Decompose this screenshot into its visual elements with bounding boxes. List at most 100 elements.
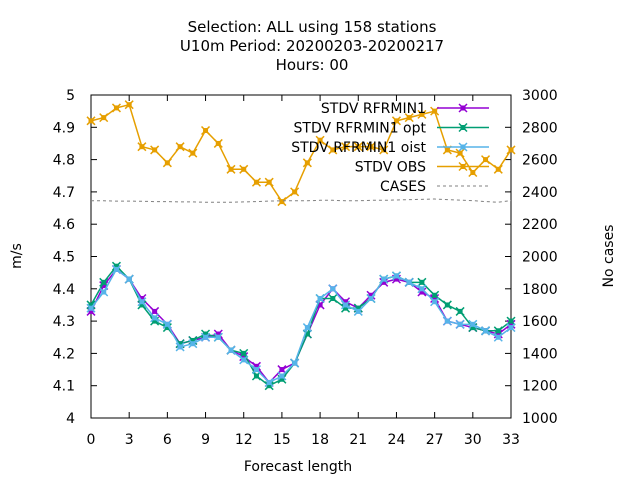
series-2-point — [493, 332, 503, 342]
series-2-point — [111, 264, 121, 274]
title-group: Selection: ALL using 158 stations U10m P… — [180, 18, 444, 74]
series-1-point — [86, 300, 96, 310]
y-tick-label: 4.6 — [53, 217, 75, 233]
legend-marker — [458, 161, 468, 172]
series-2-point — [353, 306, 363, 316]
series-3-point — [111, 103, 121, 113]
x-tick-label: 6 — [163, 432, 172, 448]
series-3-point — [506, 145, 516, 155]
x-tick-label: 21 — [349, 432, 367, 448]
series-3-point — [493, 164, 503, 174]
series-2-point — [391, 271, 401, 281]
series-3-point — [353, 142, 363, 152]
series-0-point — [341, 297, 351, 307]
series-2-point — [315, 293, 325, 304]
series-1-point — [251, 371, 261, 381]
series-2-point — [213, 332, 223, 342]
series-0-point — [86, 306, 96, 316]
y2-tick-label: 1400 — [522, 346, 558, 362]
series-0-point — [366, 290, 376, 300]
x-tick-label: 3 — [125, 432, 134, 448]
series-3-point — [175, 142, 185, 152]
series-1-point — [417, 277, 427, 287]
series-2-point — [379, 274, 389, 284]
series-3-point — [226, 164, 236, 174]
x-tick-label: 0 — [87, 432, 96, 448]
y2-tick-label: 1000 — [522, 411, 558, 427]
series-3-point — [264, 177, 274, 187]
legend-label: STDV OBS — [355, 160, 426, 176]
y-tick-label: 4.9 — [53, 120, 75, 136]
series-3-point — [277, 197, 287, 207]
series-0-point — [430, 293, 440, 304]
series-2-point — [481, 326, 491, 336]
x-tick-label: 24 — [388, 432, 406, 448]
series-2-point — [302, 323, 312, 333]
series-0-point — [417, 287, 427, 297]
series-2-point — [290, 358, 300, 368]
series-2-group — [86, 264, 516, 388]
series-1-point — [264, 381, 274, 391]
x-tick-label: 9 — [201, 432, 210, 448]
series-2-point — [201, 332, 211, 342]
series-2-point — [251, 365, 261, 375]
y2-tick-label: 1600 — [522, 314, 558, 330]
series-2-point — [341, 300, 351, 310]
series-1-point — [455, 306, 465, 316]
y-tick-label: 5 — [66, 88, 75, 104]
x-tick-label: 27 — [426, 432, 444, 448]
series-3-point — [315, 135, 325, 145]
series-2-point — [150, 313, 160, 323]
y-tick-label: 4.2 — [53, 346, 75, 362]
legend-marker — [458, 142, 468, 152]
y-tick-label: 4.3 — [53, 314, 75, 330]
x-axis-label: Forecast length — [244, 459, 352, 475]
series-3-point — [213, 138, 223, 148]
series-1-point — [430, 290, 440, 300]
series-2-point — [328, 284, 338, 294]
y2-axis-label: No cases — [601, 225, 617, 288]
series-2-point — [162, 319, 172, 329]
series-2-point — [99, 287, 109, 297]
legend-label: STDV RFRMIN1 opt — [294, 121, 427, 137]
series-3-point — [404, 113, 414, 123]
series-0-point — [379, 277, 389, 287]
series-2-point — [175, 342, 185, 352]
y2-tick-label: 2600 — [522, 153, 558, 169]
series-2-point — [137, 297, 147, 307]
legend: STDV RFRMIN1 STDV RFRMIN1 opt STDV RFRMIN1… — [291, 101, 489, 195]
x-axis-ticks: 0 3 6 9 12 15 18 21 24 27 30 33 — [87, 95, 520, 448]
series-2-point — [277, 371, 287, 381]
y-tick-label: 4.7 — [53, 185, 75, 201]
series-1-point — [506, 316, 516, 326]
series-layer — [86, 100, 516, 391]
series-3-line — [90, 103, 512, 203]
series-2-point — [430, 297, 440, 307]
y-tick-label: 4 — [66, 411, 75, 427]
legend-label: STDV RFRMIN1 — [321, 101, 426, 117]
series-3-point — [391, 116, 401, 126]
series-3-point — [86, 116, 96, 126]
series-1-point — [442, 300, 452, 310]
y-tick-label: 4.1 — [53, 379, 75, 395]
y-tick-label: 4.5 — [53, 250, 75, 266]
series-3-point — [328, 145, 338, 155]
legend-label: CASES — [380, 179, 426, 195]
y-axis-label: m/s — [9, 243, 25, 269]
legend-marker — [458, 122, 468, 133]
x-tick-label: 33 — [502, 432, 520, 448]
y-tick-label: 4.8 — [53, 153, 75, 169]
series-3-point — [150, 145, 160, 155]
series-2-point — [404, 277, 414, 287]
y2-tick-label: 2000 — [522, 250, 558, 266]
x-tick-label: 15 — [273, 432, 291, 448]
series-0-group — [86, 264, 516, 388]
series-3-point — [455, 148, 465, 158]
series-1-point — [111, 261, 121, 271]
series-1-point — [493, 326, 503, 336]
y2-tick-label: 2400 — [522, 185, 558, 201]
y2-tick-label: 2200 — [522, 217, 558, 233]
series-3-point — [302, 158, 312, 168]
legend-label: STDV RFRMIN1 oist — [291, 140, 426, 156]
